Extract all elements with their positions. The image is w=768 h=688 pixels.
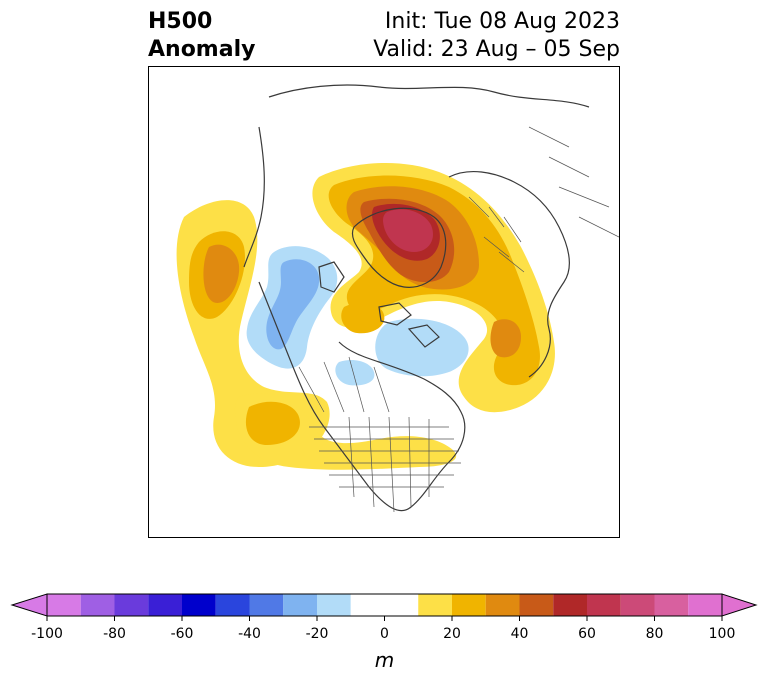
colorbar-bin xyxy=(317,594,351,616)
colorbar-bin xyxy=(80,594,115,616)
canada-provinces xyxy=(298,356,390,413)
anomaly-map xyxy=(176,84,619,513)
colorbar: -100 -80 -60 -40 -20 0 20 40 60 80 100 m xyxy=(0,584,768,684)
colorbar-bin xyxy=(519,594,554,616)
colorbar-tick-label: -80 xyxy=(103,626,126,642)
colorbar-tick-label: 80 xyxy=(646,626,664,642)
colorbar-bin xyxy=(654,594,689,616)
colorbar-tick-label: -20 xyxy=(306,626,329,642)
anomaly-contour-20 xyxy=(341,302,385,334)
colorbar-extend-low xyxy=(10,593,48,617)
colorbar-bin xyxy=(418,594,452,616)
colorbar-bin xyxy=(485,594,520,616)
greenland-outline xyxy=(351,207,447,288)
anomaly-contour-60 xyxy=(383,209,434,252)
valid-period: Valid: 23 Aug – 05 Sep xyxy=(373,37,620,62)
positive-anomaly-fills xyxy=(176,162,555,470)
colorbar-tick-label: -60 xyxy=(171,626,194,642)
colorbar-bin xyxy=(587,594,621,616)
colorbar-tick-label: 40 xyxy=(511,626,529,642)
political-borders xyxy=(298,126,619,513)
anomaly-contour-minus-10 xyxy=(375,318,469,377)
anomaly-contour-30 xyxy=(490,319,521,358)
anomaly-contour-20 xyxy=(245,401,300,445)
kamchatka-coast xyxy=(243,126,265,268)
anomaly-contour-minus-20 xyxy=(266,259,320,350)
colorbar-bin xyxy=(452,594,486,616)
colorbar-bin xyxy=(47,594,81,616)
colorbar-tick-label: -40 xyxy=(238,626,261,642)
title-variable: H500 xyxy=(148,9,213,34)
anomaly-contour-minus-10 xyxy=(335,360,375,386)
title-field: Anomaly xyxy=(148,37,256,62)
map-panel xyxy=(148,66,620,538)
colorbar-bin xyxy=(215,594,250,616)
colorbar-unit-label: m xyxy=(375,648,394,672)
colorbar-bin xyxy=(688,594,722,616)
europe-borders xyxy=(468,196,525,273)
us-state-borders xyxy=(309,416,461,513)
asia-borders xyxy=(528,126,619,238)
colorbar-tick-label: 100 xyxy=(709,626,736,642)
colorbar-bin xyxy=(182,594,216,616)
title-right: Init: Tue 08 Aug 2023 Valid: 23 Aug – 05… xyxy=(373,8,620,64)
colorbar-tick-label: 60 xyxy=(578,626,596,642)
colorbar-bin xyxy=(148,594,182,616)
title-left: H500 Anomaly xyxy=(148,8,255,64)
init-date: Init: Tue 08 Aug 2023 xyxy=(384,9,620,34)
colorbar-bin xyxy=(620,594,655,616)
colorbar-bin xyxy=(249,594,284,616)
colorbar-extend-high xyxy=(721,593,758,617)
colorbar-bin xyxy=(553,594,587,616)
colorbar-svg: -100 -80 -60 -40 -20 0 20 40 60 80 100 m xyxy=(10,593,758,672)
eurasia-coast xyxy=(448,171,571,378)
coastlines xyxy=(243,84,590,512)
negative-anomaly-fills xyxy=(246,246,469,386)
colorbar-tick-label: 0 xyxy=(380,626,389,642)
colorbar-tick-label: 20 xyxy=(443,626,461,642)
asia-coast-north xyxy=(268,84,590,108)
colorbar-bin xyxy=(350,594,419,616)
arctic-islands xyxy=(318,261,440,348)
colorbar-bin xyxy=(114,594,149,616)
anomaly-contour-30 xyxy=(203,244,240,303)
colorbar-tick-label: -100 xyxy=(31,626,63,642)
colorbar-bin xyxy=(283,594,317,616)
north-america-coast xyxy=(258,281,466,512)
